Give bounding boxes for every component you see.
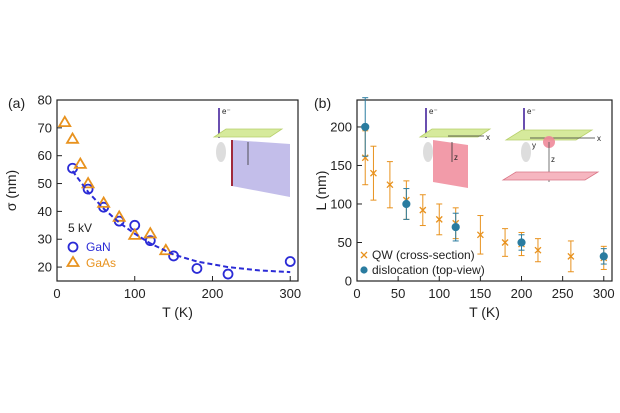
x-tick-label: 200 — [511, 286, 533, 301]
y-tick-label: 0 — [345, 274, 352, 289]
x-tick-label: 300 — [279, 286, 301, 301]
data-point — [599, 252, 608, 261]
data-point — [143, 226, 158, 239]
legend-marker-gan — [67, 241, 79, 253]
legend-title: 5 kV — [68, 221, 92, 235]
data-point — [284, 256, 296, 267]
data-point — [386, 181, 394, 189]
x-axis-label: x — [597, 134, 601, 143]
legend-label-qw: QW (cross-section) — [372, 248, 475, 262]
y-tick-label: 60 — [38, 148, 52, 163]
plot-frame — [56, 99, 299, 282]
legend-marker-dislocation — [360, 266, 368, 274]
data-point — [82, 183, 94, 195]
x-tick-label: 200 — [202, 286, 224, 301]
legend-label-gan: GaN — [86, 240, 111, 254]
y-tick-label: 50 — [338, 235, 352, 250]
panel-label: (a) — [8, 95, 25, 111]
chart-panel-b: (b) 0 50 100 150 200 250 300 0 50 100 150 200 T (K) L … — [313, 95, 615, 320]
x-tick-label: 100 — [124, 286, 146, 301]
series-0 — [361, 130, 608, 273]
data-point — [96, 195, 111, 208]
beam-label: e⁻ — [429, 107, 438, 116]
interaction-volume — [521, 142, 531, 162]
beam-label: e⁻ — [527, 107, 536, 116]
y-axis-label: y — [532, 141, 536, 150]
data-point — [369, 169, 377, 177]
data-point — [435, 215, 443, 223]
inset-b-dislocation: e⁻ x y z — [501, 107, 601, 182]
y-tick-label: 80 — [38, 93, 52, 108]
fit-curve — [71, 170, 291, 274]
y-tick-label: 200 — [330, 119, 352, 134]
plot-frame — [356, 99, 613, 282]
z-axis-label: z — [551, 155, 555, 164]
data-point — [567, 252, 575, 260]
legend-label-dislocation: dislocation (top-view) — [372, 263, 485, 277]
interaction-volume — [423, 142, 433, 162]
data-point — [501, 239, 509, 246]
qw-plane-bottom — [501, 171, 600, 181]
inset-b-qw: e⁻ x z — [418, 107, 492, 188]
data-point — [534, 246, 542, 254]
data-point — [112, 209, 127, 222]
x-tick-label: 0 — [353, 286, 360, 301]
chart-panel-a: (a) 0 100 200 300 20 30 40 50 60 70 80 T (K) σ (nm) 5 … — [3, 93, 301, 321]
y-tick-label: 70 — [38, 120, 52, 135]
data-point — [451, 222, 460, 232]
y-axis-label: L (nm) — [313, 171, 329, 211]
data-point — [517, 238, 526, 247]
data-point — [57, 115, 72, 128]
surface-plane — [212, 128, 284, 138]
data-point — [73, 156, 88, 169]
data-point — [65, 131, 80, 144]
y-tick-label: 40 — [38, 204, 52, 219]
panel-label: (b) — [314, 95, 331, 111]
x-tick-label: 250 — [552, 286, 574, 301]
interaction-volume — [216, 142, 226, 162]
legend-label-gaas: GaAs — [86, 256, 116, 270]
data-point — [361, 122, 370, 132]
data-point — [222, 268, 234, 280]
y-axis-label: σ (nm) — [3, 170, 19, 211]
y-tick-label: 20 — [38, 260, 52, 275]
inset-a: e⁻ — [212, 107, 290, 197]
surface-plane — [418, 128, 492, 138]
x-axis-label: T (K) — [162, 304, 193, 320]
series-2 — [71, 170, 291, 274]
x-axis-label: T (K) — [469, 304, 500, 320]
x-tick-label: 50 — [391, 286, 405, 301]
data-point — [144, 235, 156, 247]
cross-section-plane — [232, 140, 290, 197]
y-tick-label: 50 — [38, 176, 52, 191]
data-point — [191, 263, 203, 274]
z-axis-label: z — [454, 153, 458, 162]
x-tick-label: 300 — [593, 286, 615, 301]
y-tick-label: 150 — [330, 158, 352, 173]
data-point — [81, 176, 96, 189]
qw-plane — [433, 140, 468, 188]
x-tick-label: 100 — [428, 286, 450, 301]
x-axis-label: x — [486, 133, 490, 142]
legend-marker-qw — [360, 251, 368, 259]
x-tick-label: 150 — [470, 286, 492, 301]
legend-marker-gaas — [65, 255, 81, 267]
data-point — [476, 231, 484, 239]
data-point — [419, 206, 427, 214]
data-point — [402, 199, 411, 209]
beam-label: e⁻ — [222, 107, 231, 116]
x-tick-label: 0 — [53, 286, 60, 301]
y-tick-label: 30 — [38, 232, 52, 247]
series-1 — [361, 97, 608, 265]
y-tick-label: 100 — [330, 196, 352, 211]
